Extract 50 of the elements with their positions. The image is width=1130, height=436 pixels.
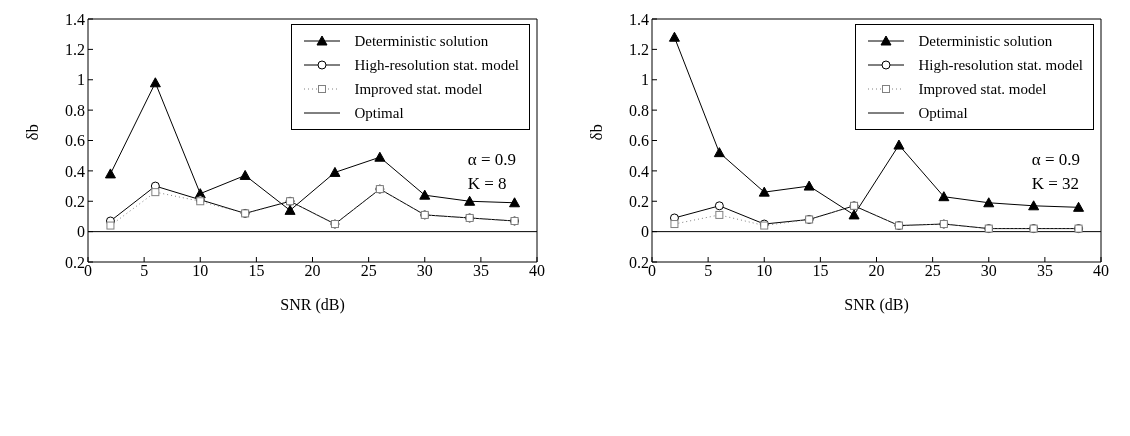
x-tick-label: 40 bbox=[529, 262, 545, 280]
x-tick-label: 35 bbox=[472, 262, 489, 280]
y-tick-label: 1 bbox=[77, 71, 85, 89]
annotation: α = 0.9 bbox=[467, 149, 516, 171]
x-axis-title: SNR (dB) bbox=[280, 296, 345, 314]
x-tick-label: 5 bbox=[704, 262, 713, 280]
y-tick-label: 0.2 bbox=[65, 253, 85, 271]
y-tick-label: 1 bbox=[641, 71, 649, 89]
x-tick-label: 5 bbox=[140, 262, 149, 280]
x-tick-label: 25 bbox=[360, 262, 377, 280]
x-tick-label: 10 bbox=[192, 262, 209, 280]
annotation: K = 32 bbox=[1031, 173, 1080, 195]
x-tick-label: 15 bbox=[248, 262, 265, 280]
y-axis-title: δb bbox=[587, 123, 607, 141]
y-tick-label: 0.4 bbox=[629, 162, 649, 180]
x-tick-label: 15 bbox=[812, 262, 829, 280]
x-tick-label: 10 bbox=[756, 262, 773, 280]
legend-label: High-resolution stat. model bbox=[354, 56, 519, 74]
y-tick-label: 0.2 bbox=[629, 192, 649, 210]
y-tick-label: 1.4 bbox=[629, 10, 649, 28]
y-axis-title: δb bbox=[23, 123, 43, 141]
legend-label: Optimal bbox=[354, 104, 404, 122]
x-tick-label: 30 bbox=[416, 262, 433, 280]
legend-label: Optimal bbox=[918, 104, 968, 122]
legend-label: Improved stat. model bbox=[918, 80, 1047, 98]
annotation: K = 8 bbox=[467, 173, 508, 195]
y-tick-label: 0 bbox=[77, 223, 85, 241]
y-tick-label: 0.4 bbox=[65, 162, 85, 180]
x-tick-label: 35 bbox=[1036, 262, 1053, 280]
legend-label: Deterministic solution bbox=[354, 32, 489, 50]
x-tick-label: 20 bbox=[304, 262, 321, 280]
x-tick-label: 25 bbox=[924, 262, 941, 280]
legend-label: Deterministic solution bbox=[918, 32, 1053, 50]
y-tick-label: 0 bbox=[641, 223, 649, 241]
annotation: α = 0.9 bbox=[1031, 149, 1080, 171]
y-tick-label: 0.2 bbox=[629, 253, 649, 271]
y-tick-label: 0.8 bbox=[65, 101, 85, 119]
x-axis-title: SNR (dB) bbox=[844, 296, 909, 314]
x-tick-label: 30 bbox=[980, 262, 997, 280]
x-tick-label: 40 bbox=[1093, 262, 1109, 280]
y-tick-label: 0.6 bbox=[629, 132, 649, 150]
legend-label: High-resolution stat. model bbox=[918, 56, 1083, 74]
legend-label: Improved stat. model bbox=[354, 80, 483, 98]
y-tick-label: 1.2 bbox=[65, 41, 85, 59]
x-tick-label: 20 bbox=[868, 262, 885, 280]
y-tick-label: 0.2 bbox=[65, 192, 85, 210]
y-tick-label: 0.6 bbox=[65, 132, 85, 150]
y-tick-label: 0.8 bbox=[629, 101, 649, 119]
y-tick-label: 1.4 bbox=[65, 10, 85, 28]
y-tick-label: 1.2 bbox=[629, 41, 649, 59]
